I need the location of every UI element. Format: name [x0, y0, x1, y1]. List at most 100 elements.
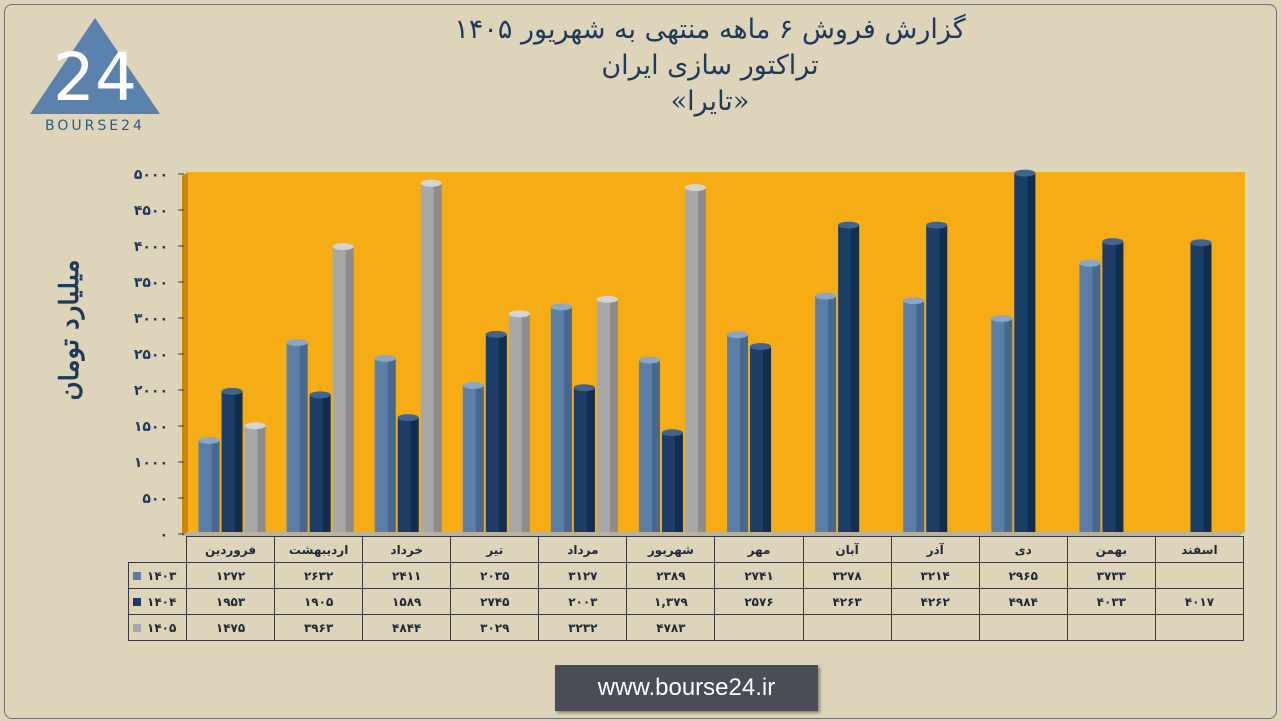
category-label: آذر — [890, 536, 980, 563]
bar-shade — [740, 334, 749, 532]
category-label: بهمن — [1066, 536, 1156, 563]
bar-4-0 — [550, 303, 572, 532]
bar-shade — [609, 299, 618, 532]
bar-cap — [286, 338, 308, 346]
data-table: فروردین اردیبهشت خرداد تیر مرداد شهریور مهر آبا… — [128, 536, 1244, 641]
bar-cap — [244, 422, 266, 430]
bar-cap — [661, 429, 683, 437]
data-label: ۴۲۶۲ — [890, 588, 980, 615]
data-label: ۴۲۶۳ — [802, 588, 892, 615]
data-label — [1154, 614, 1244, 641]
category-label: دی — [978, 536, 1068, 563]
chart-title-block: گزارش فروش ۶ ماهه منتهی به شهریور ۱۴۰۵ ت… — [390, 12, 1030, 120]
data-label: ۳۲۷۸ — [802, 562, 892, 589]
bar-10-1 — [1102, 238, 1124, 532]
legend-entry: ۱۴۰۳ — [128, 562, 187, 589]
category-label: اسفند — [1154, 536, 1244, 563]
table-corner — [128, 536, 187, 563]
data-label: ۲۷۴۱ — [714, 562, 804, 589]
series-name: ۱۴۰۴ — [147, 594, 177, 609]
data-label: ۴۰۳۳ — [1066, 588, 1156, 615]
bar-6-1 — [750, 343, 772, 532]
bar-cap — [684, 184, 706, 192]
plot-side-wall — [182, 172, 188, 536]
table-row: ۱۴۰۴ ۱۹۵۳ ۱۹۰۵ ۱۵۸۹ ۲۷۴۵ ۲۰۰۳ ۱,۳۷۹ ۲۵۷۶ ۴۲۶۳ ۴۲۶… — [128, 588, 1244, 615]
bar-cap — [374, 354, 396, 362]
data-label: ۲۰۰۳ — [538, 588, 628, 615]
bar-shade — [498, 334, 507, 532]
y-tick-label: ۲۰۰۰ — [134, 383, 168, 399]
bar-1-0 — [286, 338, 308, 532]
legend-swatch — [133, 624, 141, 632]
bar-2-2 — [420, 179, 442, 532]
bar-cap — [1079, 259, 1101, 267]
data-label: ۲۵۷۶ — [714, 588, 804, 615]
bar-shade — [1115, 241, 1124, 532]
bar-cap — [309, 391, 331, 399]
data-label: ۲۹۶۵ — [978, 562, 1068, 589]
website-url[interactable]: www.bourse24.ir — [555, 665, 818, 711]
bar-cap — [638, 356, 660, 364]
data-label: ۱۹۵۳ — [185, 588, 276, 615]
data-label: ۴۰۱۷ — [1154, 588, 1244, 615]
bar-shade — [674, 432, 683, 532]
ticker-name: «تایرا» — [670, 86, 750, 117]
y-tick-label: ۵۰۰۰ — [134, 167, 168, 183]
category-label: شهریور — [626, 536, 716, 563]
y-tick-label: ۱۵۰۰ — [134, 419, 168, 435]
y-tick-label: ۵۰۰ — [142, 491, 168, 507]
legend-swatch — [133, 598, 141, 606]
table-row: ۱۴۰۵ ۱۴۷۵ ۳۹۶۳ ۴۸۴۴ ۳۰۲۹ ۳۲۳۲ ۴۷۸۳ — [128, 614, 1244, 641]
category-label: آبان — [802, 536, 892, 563]
bar-shade — [475, 385, 484, 532]
bar-shade — [651, 359, 660, 532]
data-label: ۱۹۰۵ — [274, 588, 364, 615]
series-name: ۱۴۰۳ — [147, 568, 177, 583]
bar-shade — [299, 342, 308, 532]
category-label: خرداد — [362, 536, 452, 563]
bar-5-2 — [684, 184, 706, 532]
y-tick-label: ۰ — [159, 527, 168, 543]
bar-2-1 — [397, 414, 419, 532]
category-label: مرداد — [538, 536, 628, 563]
y-tick-label: ۴۰۰۰ — [134, 239, 168, 255]
bar-0-2 — [244, 422, 266, 532]
data-label: ۳۲۱۴ — [890, 562, 980, 589]
bar-9-1 — [1014, 169, 1036, 533]
bar-cap — [1014, 169, 1036, 177]
data-label: ۲۶۳۲ — [274, 562, 364, 589]
bar-cap — [903, 297, 925, 305]
data-label — [1154, 562, 1244, 589]
bar-cap — [596, 295, 618, 303]
logo-wordmark: BOURSE24 — [45, 118, 145, 134]
bar-cap — [838, 221, 860, 229]
bar-5-1 — [661, 429, 683, 532]
category-label: اردیبهشت — [274, 536, 364, 563]
y-tick-label: ۳۵۰۰ — [134, 275, 168, 291]
bar-cap — [727, 331, 749, 339]
bar-4-1 — [573, 384, 595, 532]
data-label: ۲۴۱۱ — [362, 562, 452, 589]
data-label — [802, 614, 892, 641]
bar-shade — [697, 187, 706, 532]
bar-cap — [420, 179, 442, 187]
bar-cap — [397, 414, 419, 422]
bar-cap — [815, 292, 837, 300]
bar-shade — [521, 313, 530, 532]
bar-cap — [550, 303, 572, 311]
legend-entry: ۱۴۰۵ — [128, 614, 187, 641]
bar-7-1 — [838, 221, 860, 532]
series-name: ۱۴۰۵ — [147, 620, 177, 635]
data-label: ۲۰۳۵ — [450, 562, 540, 589]
bar-6-0 — [727, 331, 749, 532]
data-label — [978, 614, 1068, 641]
bar-shade — [851, 225, 860, 532]
bar-shade — [916, 300, 925, 532]
bar-cap — [508, 310, 530, 318]
category-label: مهر — [714, 536, 804, 563]
legend-entry: ۱۴۰۴ — [128, 588, 187, 615]
bar-9-0 — [991, 315, 1013, 532]
data-label: ۳۷۳۳ — [1066, 562, 1156, 589]
bar-4-2 — [596, 295, 618, 532]
category-label: تیر — [450, 536, 540, 563]
